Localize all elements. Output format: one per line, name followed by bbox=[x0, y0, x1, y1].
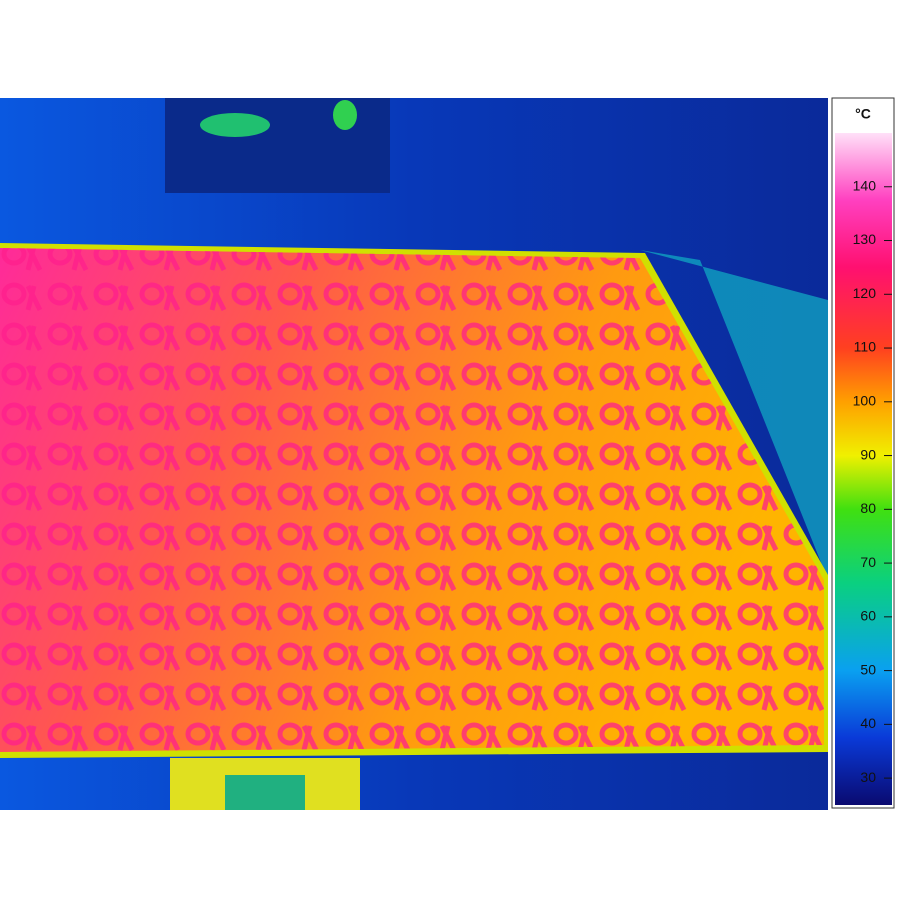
tick-label: 130 bbox=[853, 231, 877, 247]
unit-label: °C bbox=[855, 106, 871, 122]
tick-label: 90 bbox=[860, 446, 876, 462]
tick-label: 110 bbox=[854, 339, 877, 355]
support-detail bbox=[225, 775, 305, 810]
tick-label: 40 bbox=[860, 715, 876, 731]
side-glow bbox=[640, 250, 828, 580]
tick-label: 30 bbox=[860, 769, 876, 785]
tick-label: 60 bbox=[860, 608, 876, 624]
tick-label: 80 bbox=[860, 500, 876, 516]
tick-label: 50 bbox=[860, 661, 876, 677]
letter-pattern bbox=[0, 248, 824, 752]
tick-label: 70 bbox=[860, 554, 876, 570]
warm-spot bbox=[200, 113, 270, 137]
tick-label: 140 bbox=[853, 177, 877, 193]
colorbar bbox=[835, 133, 892, 805]
warm-spot bbox=[333, 100, 357, 130]
tick-label: 120 bbox=[853, 285, 877, 301]
tick-label: 100 bbox=[853, 393, 877, 409]
